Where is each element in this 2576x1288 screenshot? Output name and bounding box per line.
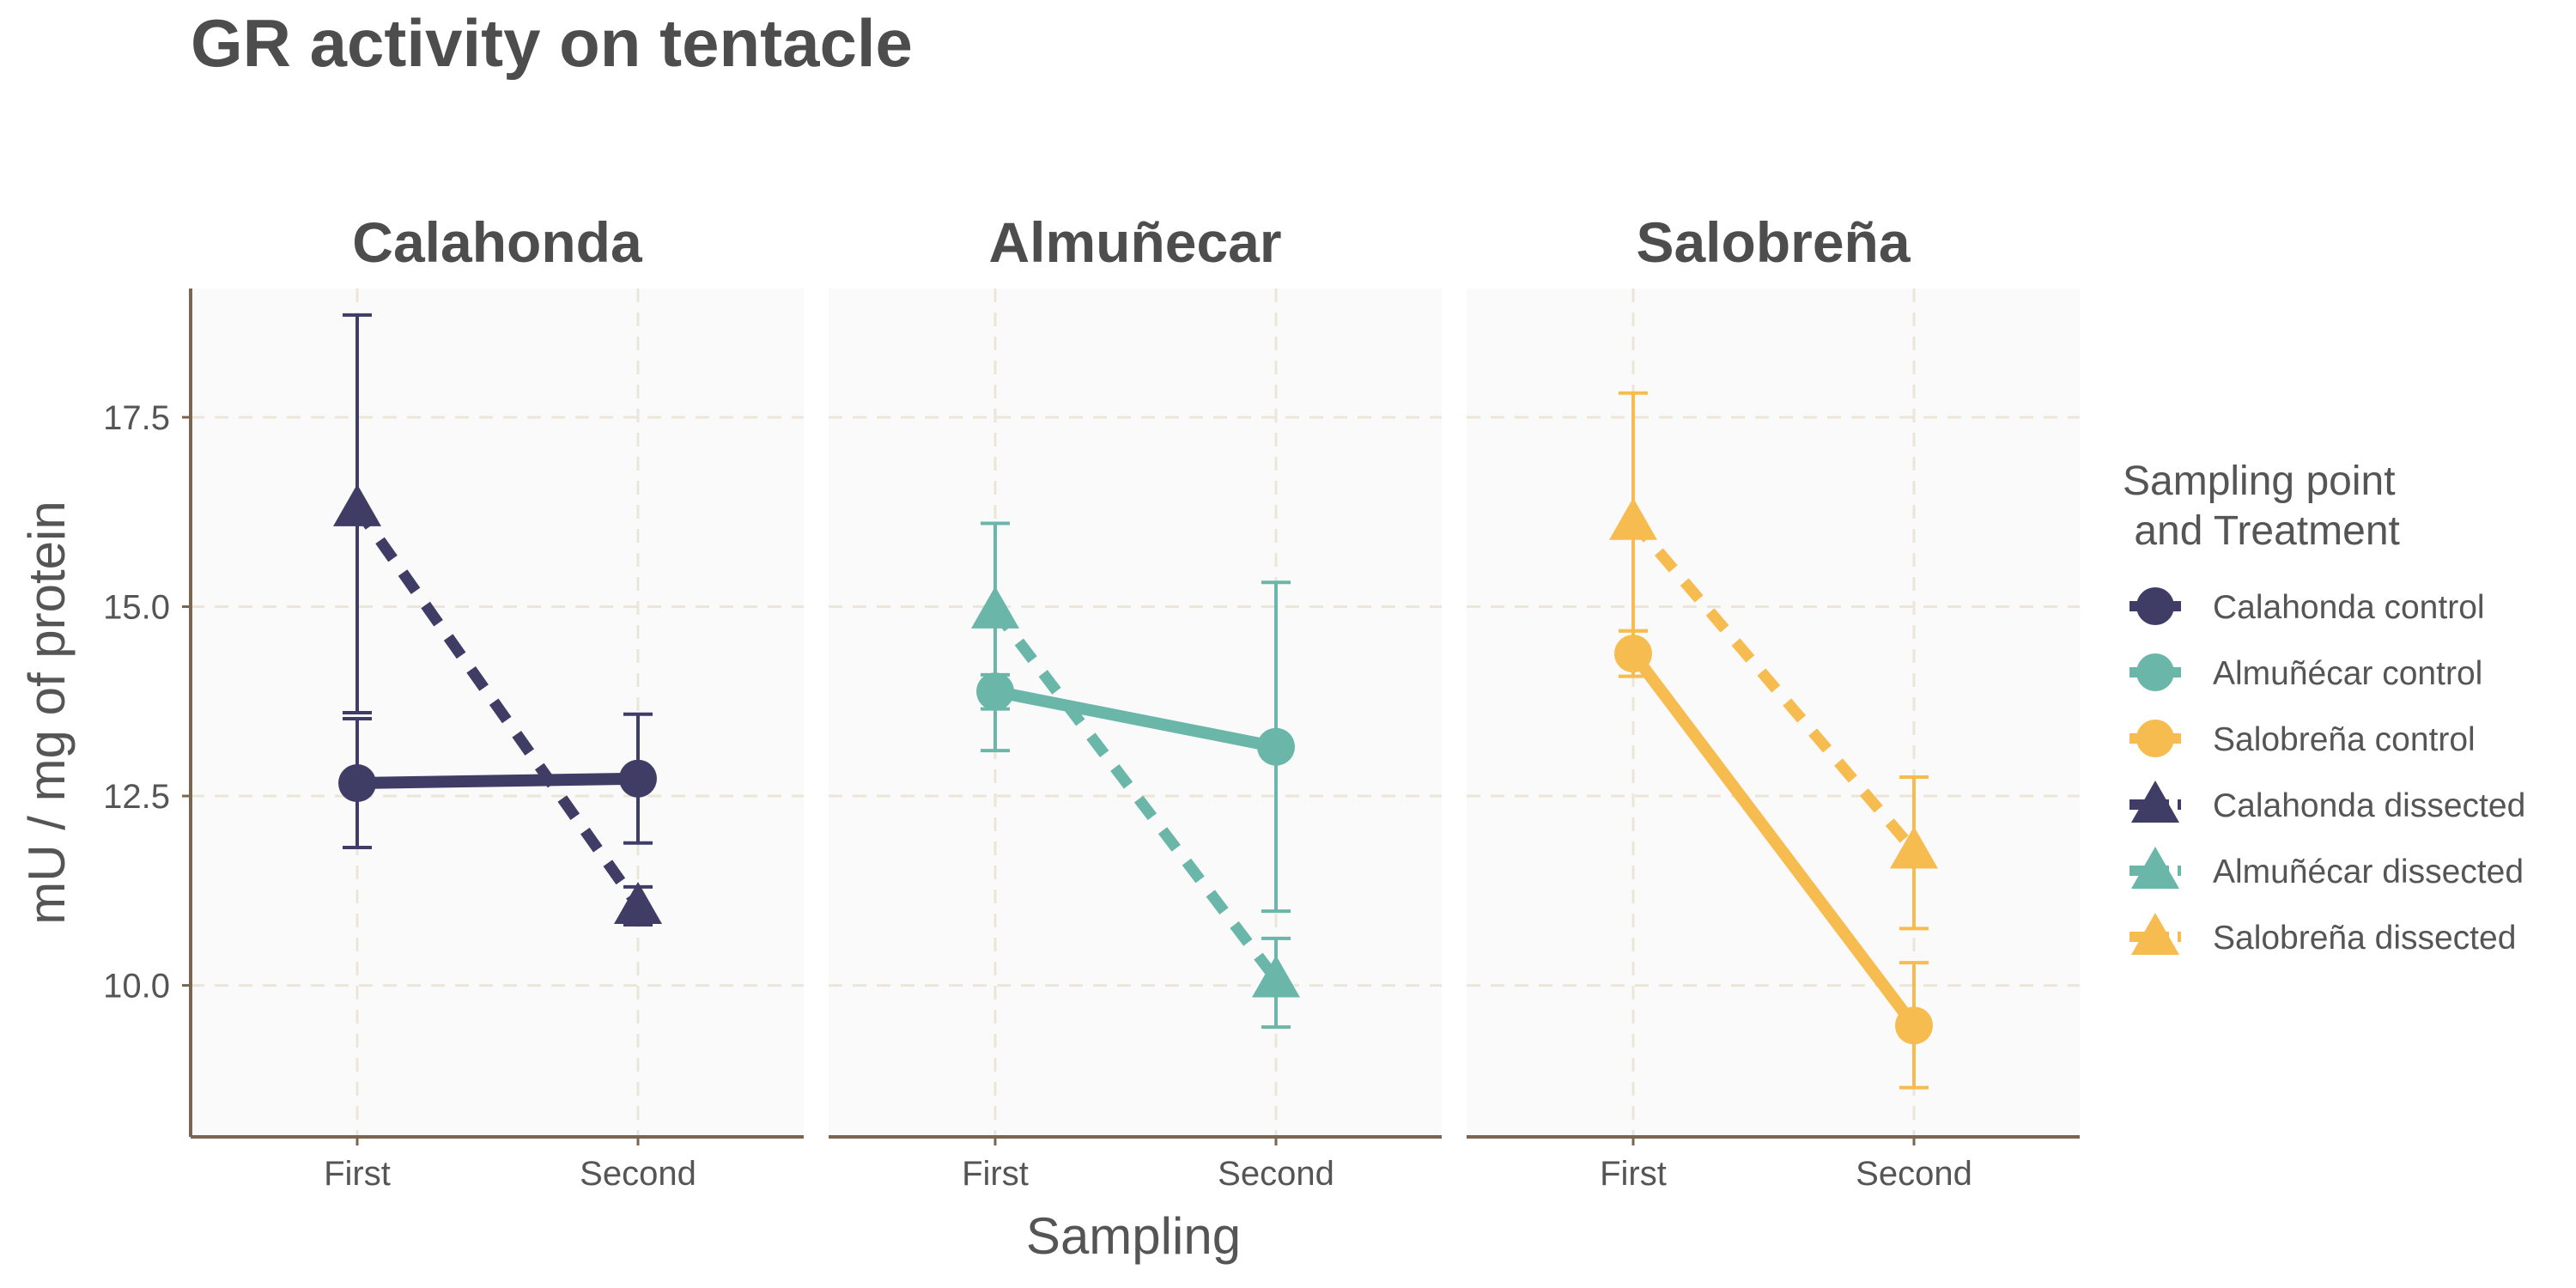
legend-label: Salobreña dissected bbox=[2213, 920, 2516, 957]
legend-item: Salobreña control bbox=[2129, 720, 2476, 758]
x-tick-label: First bbox=[324, 1155, 391, 1193]
legend-item: Calahonda control bbox=[2129, 587, 2485, 626]
data-point-triangle bbox=[1890, 826, 1938, 869]
y-axis-title: mU / mg of protein bbox=[18, 501, 76, 925]
legend-key-circle bbox=[2136, 720, 2174, 757]
data-point-circle bbox=[1614, 635, 1652, 673]
legend-key-triangle bbox=[2131, 847, 2179, 889]
legend-label: Calahonda dissected bbox=[2213, 787, 2525, 824]
legend-item: Almuñécar dissected bbox=[2129, 847, 2524, 890]
series-line-dissected bbox=[1629, 518, 1918, 854]
legend-item: Calahonda dissected bbox=[2129, 781, 2525, 824]
series-line-control bbox=[993, 685, 1278, 753]
x-axis-title: Sampling bbox=[1026, 1207, 1241, 1265]
legend: Sampling point and Treatment Calahonda co… bbox=[2123, 459, 2525, 957]
chart-title: GR activity on tentacle bbox=[191, 5, 913, 81]
facet-title: Calahonda bbox=[352, 210, 643, 274]
y-tick-label: 15.0 bbox=[103, 589, 170, 627]
legend-label: Almuñécar dissected bbox=[2213, 854, 2524, 890]
legend-key-circle bbox=[2136, 653, 2174, 691]
legend-label: Salobreña control bbox=[2213, 721, 2476, 758]
facet-salobreña: Salobreña First Second bbox=[1467, 210, 2080, 1193]
data-point-circle bbox=[976, 672, 1014, 711]
legend-label: Almuñécar control bbox=[2213, 655, 2482, 692]
data-point-circle bbox=[1895, 1006, 1933, 1045]
data-point-triangle bbox=[971, 586, 1019, 629]
facet-almuñecar: Almuñecar First Second bbox=[829, 210, 1442, 1193]
y-tick-label: 12.5 bbox=[103, 778, 170, 816]
facet-panels: Calahonda First Second Almuñecar First Second… bbox=[191, 210, 2080, 1193]
series-line-control bbox=[1628, 649, 1919, 1030]
data-point-triangle bbox=[614, 881, 662, 924]
data-point-triangle bbox=[1609, 497, 1657, 540]
panel-background bbox=[829, 289, 1442, 1137]
x-tick-label: Second bbox=[580, 1155, 696, 1193]
data-point-triangle bbox=[1252, 955, 1300, 998]
y-axis: 10.0 12.5 15.0 17.5 bbox=[103, 289, 192, 1137]
legend-label: Calahonda control bbox=[2213, 589, 2485, 626]
legend-item: Salobreña dissected bbox=[2129, 913, 2516, 957]
series-line-control bbox=[356, 772, 639, 790]
data-point-circle bbox=[1257, 727, 1295, 766]
y-tick-label: 17.5 bbox=[103, 399, 170, 437]
legend-key-triangle bbox=[2131, 913, 2179, 955]
series-line-dissected bbox=[352, 505, 643, 909]
legend-key-triangle bbox=[2131, 781, 2179, 823]
facet-calahonda: Calahonda First Second bbox=[191, 210, 804, 1193]
panel-background bbox=[1467, 289, 2080, 1137]
data-point-triangle bbox=[333, 483, 381, 526]
legend-title: Sampling point bbox=[2123, 459, 2396, 504]
x-tick-label: Second bbox=[1856, 1155, 1972, 1193]
legend-key-circle bbox=[2136, 587, 2174, 625]
y-tick-label: 10.0 bbox=[103, 968, 170, 1005]
legend-title: and Treatment bbox=[2123, 508, 2400, 554]
facet-title: Salobreña bbox=[1636, 210, 1911, 274]
x-tick-label: First bbox=[962, 1155, 1029, 1193]
x-tick-label: Second bbox=[1218, 1155, 1334, 1193]
data-point-circle bbox=[619, 759, 657, 798]
data-point-circle bbox=[338, 764, 376, 803]
facet-title: Almuñecar bbox=[988, 210, 1281, 274]
legend-item: Almuñécar control bbox=[2129, 653, 2482, 692]
x-tick-label: First bbox=[1600, 1155, 1667, 1193]
